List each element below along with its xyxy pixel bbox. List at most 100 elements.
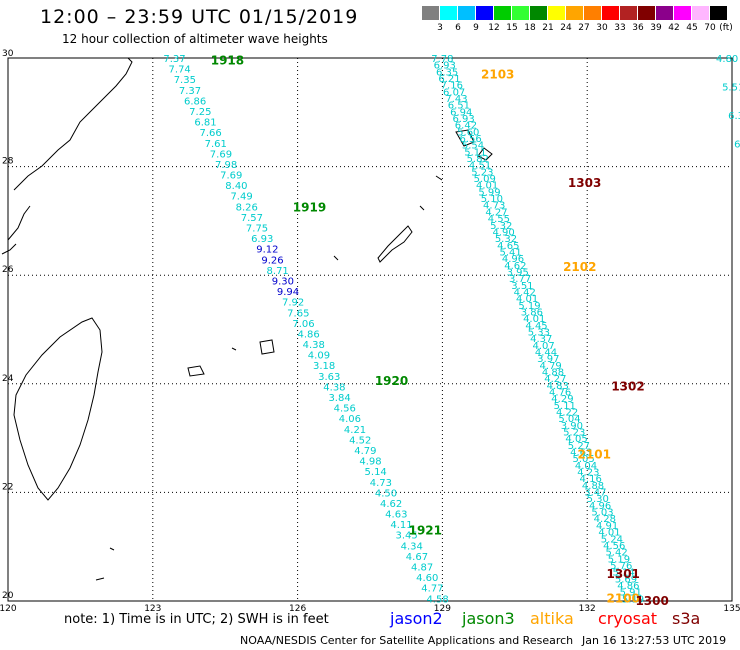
swh-value: 6.93 bbox=[434, 61, 456, 72]
scale-swatch bbox=[440, 6, 457, 20]
swh-value: 7.61 bbox=[205, 139, 227, 150]
lat-lon-grid bbox=[7, 57, 733, 602]
swh-value: 4.05 bbox=[565, 434, 587, 445]
lat-label: 22 bbox=[2, 482, 13, 492]
scale-label: 42 bbox=[668, 23, 680, 33]
swh-value: 7.43 bbox=[445, 94, 467, 105]
swh-value: 4.80 bbox=[716, 54, 738, 65]
swh-value: 8.40 bbox=[225, 181, 247, 192]
scale-label: 21 bbox=[542, 23, 554, 33]
swh-value: 4.63 bbox=[385, 510, 407, 521]
china-coast bbox=[1, 57, 133, 255]
scale-unit: (ft) bbox=[719, 23, 733, 33]
swh-value: 4.76 bbox=[549, 388, 571, 399]
legend-s3a: s3a bbox=[672, 609, 701, 628]
pass-label: 1303 bbox=[568, 176, 601, 190]
swh-value: 4.07 bbox=[532, 341, 554, 352]
swh-value: 6.57 bbox=[734, 140, 740, 151]
swh-value: 5.19 bbox=[622, 594, 644, 605]
swh-value: 5.51 bbox=[722, 83, 740, 94]
swh-value: 7.69 bbox=[220, 171, 242, 182]
swh-value: 4.34 bbox=[401, 541, 423, 552]
scale-label: 36 bbox=[632, 23, 644, 33]
swh-value: 4.65 bbox=[497, 241, 519, 252]
altimeter-tracks: 7.377.747.357.376.867.256.817.667.617.69… bbox=[163, 54, 740, 605]
swh-value: 4.52 bbox=[349, 435, 371, 446]
swh-value: 3.51 bbox=[511, 281, 533, 292]
pass-label: 2100 bbox=[607, 591, 640, 605]
scale-swatch bbox=[512, 6, 529, 20]
swh-value: 5.09 bbox=[474, 174, 496, 185]
scale-label: 39 bbox=[650, 23, 662, 33]
swh-value: 3.95 bbox=[507, 267, 529, 278]
swh-value: 7.35 bbox=[174, 75, 196, 86]
swh-value: 4.67 bbox=[406, 552, 428, 563]
credit-text: NOAA/NESDIS Center for Satellite Applica… bbox=[240, 634, 574, 647]
swh-value: 5.03 bbox=[591, 508, 613, 519]
pass-label: 1302 bbox=[611, 380, 644, 394]
scale-label: 18 bbox=[524, 23, 536, 33]
swh-value: 4.01 bbox=[476, 181, 498, 192]
scale-swatch bbox=[476, 6, 493, 20]
taiwan-coast bbox=[13, 317, 103, 501]
scale-label: 12 bbox=[488, 23, 500, 33]
swh-value: 6.94 bbox=[450, 107, 472, 118]
swh-value: 4.62 bbox=[504, 261, 526, 272]
swh-value: 5.60 bbox=[457, 127, 479, 138]
scale-swatch bbox=[530, 6, 547, 20]
swh-value: 4.83 bbox=[547, 381, 569, 392]
scale-label: 15 bbox=[506, 23, 518, 33]
note-text: note: 1) Time is in UTC; 2) SWH is in fe… bbox=[64, 612, 329, 627]
swh-value: 4.90 bbox=[492, 227, 514, 238]
swh-value: 4.73 bbox=[370, 478, 392, 489]
axis-labels: 120 123 126 129 132 135 30 28 26 24 22 20 bbox=[0, 49, 740, 614]
pass-label: 1301 bbox=[607, 567, 640, 581]
swh-value: 4.11 bbox=[390, 520, 412, 531]
swh-value: 7.37 bbox=[163, 54, 185, 65]
scale-swatch bbox=[422, 6, 439, 20]
scale-swatch bbox=[674, 6, 691, 20]
swh-value: 4.01 bbox=[523, 314, 545, 325]
swh-value: 5.42 bbox=[605, 548, 627, 559]
swh-value: 5.05 bbox=[572, 454, 594, 465]
swh-value: 7.37 bbox=[179, 86, 201, 97]
swh-value: 6.35 bbox=[436, 67, 458, 78]
swh-value: 4.58 bbox=[426, 594, 448, 605]
swh-value: 7.75 bbox=[246, 224, 268, 235]
swh-value: 6.51 bbox=[448, 101, 470, 112]
swh-value: 6.42 bbox=[455, 121, 477, 132]
swh-value: 4.79 bbox=[540, 361, 562, 372]
swh-value: 4.86 bbox=[617, 581, 639, 592]
swh-value: 4.23 bbox=[577, 468, 599, 479]
swh-value: 9.12 bbox=[256, 245, 278, 256]
lon-label: 120 bbox=[0, 604, 17, 614]
scale-label: 33 bbox=[614, 23, 626, 33]
scale-label: 9 bbox=[473, 23, 479, 33]
swh-value: 5.14 bbox=[613, 568, 635, 579]
lat-label: 20 bbox=[2, 591, 14, 601]
swh-value: 5.23 bbox=[563, 428, 585, 439]
swh-value: 4.22 bbox=[556, 408, 578, 419]
small-islands bbox=[95, 205, 425, 581]
scale-swatch bbox=[710, 6, 727, 20]
swh-value: 4.51 bbox=[469, 161, 491, 172]
swh-value: 4.91 bbox=[596, 521, 618, 532]
swh-value: 6.21 bbox=[438, 74, 460, 85]
swh-value: 4.87 bbox=[411, 563, 433, 574]
swh-value: 4.09 bbox=[308, 351, 330, 362]
swh-value: 5.82 bbox=[467, 154, 489, 165]
swh-value: 4.42 bbox=[514, 287, 536, 298]
swh-value: 5.76 bbox=[610, 561, 632, 572]
scale-swatch bbox=[656, 6, 673, 20]
swh-value: 5.11 bbox=[464, 147, 486, 158]
legend-jason2: jason2 bbox=[390, 609, 443, 628]
scale-label: 27 bbox=[578, 23, 590, 33]
swh-value: 4.37 bbox=[530, 334, 552, 345]
swh-value: 4.56 bbox=[334, 404, 356, 415]
swh-value: 7.78 bbox=[431, 54, 453, 65]
swh-value: 7.66 bbox=[199, 128, 221, 139]
scale-label: 70 bbox=[704, 23, 716, 33]
swh-value: 4.50 bbox=[375, 488, 397, 499]
scale-swatch bbox=[458, 6, 475, 20]
swh-value: 4.60 bbox=[416, 573, 438, 584]
